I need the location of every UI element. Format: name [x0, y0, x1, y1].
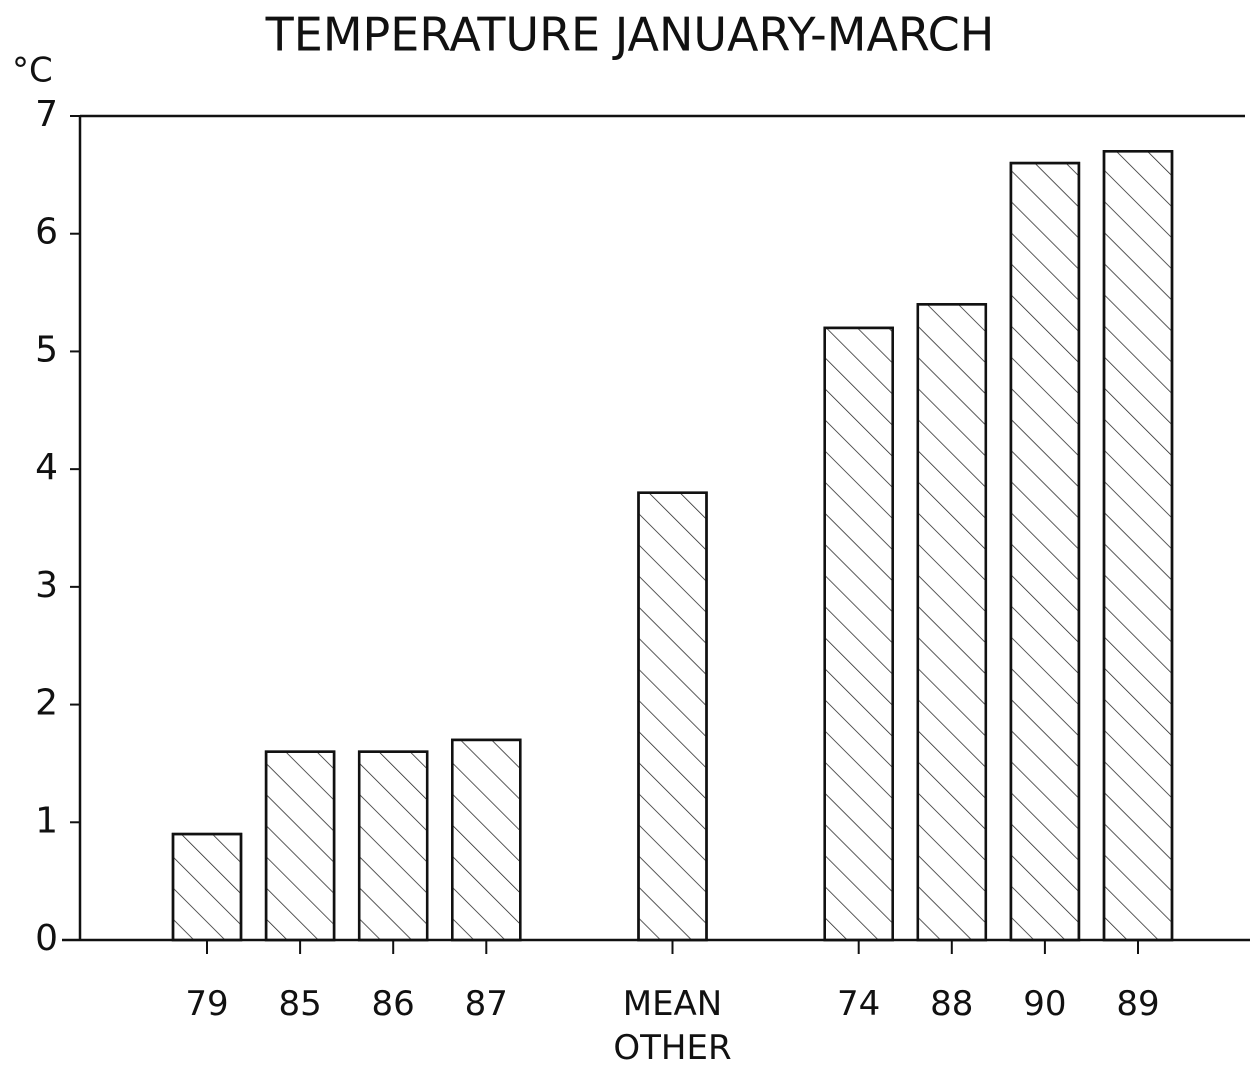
y-tick-label: 1 — [35, 800, 58, 841]
y-tick-label: 2 — [35, 683, 58, 724]
x-tick-label: 74 — [837, 984, 881, 1024]
y-tick-label: 5 — [35, 329, 58, 370]
bar-hatch — [1102, 150, 1174, 942]
bar-hatch — [1009, 161, 1081, 942]
x-tick-label: 79 — [185, 984, 229, 1024]
y-axis-label: °C — [12, 51, 53, 91]
x-tick-label: 85 — [278, 984, 322, 1024]
bar-hatch — [916, 303, 988, 942]
bar-hatch — [823, 326, 894, 942]
x-tick-label: 88 — [930, 984, 974, 1024]
x-tick-label: 90 — [1023, 984, 1067, 1024]
x-tick-label: MEAN OTHER — [613, 984, 732, 1068]
y-tick-label: 0 — [35, 918, 58, 959]
y-tick-label: 7 — [35, 94, 58, 135]
bar-hatch — [171, 832, 243, 942]
x-tick-label: 87 — [464, 984, 508, 1024]
bar-hatch — [357, 750, 429, 942]
bar-hatch — [264, 750, 336, 942]
y-tick-label: 6 — [35, 212, 58, 253]
y-tick-label: 4 — [35, 447, 58, 488]
x-tick-label: 86 — [371, 984, 415, 1024]
bar-hatch — [637, 491, 708, 942]
bar-hatch — [451, 738, 522, 942]
y-tick-label: 3 — [35, 565, 58, 606]
x-tick-label: 89 — [1116, 984, 1160, 1024]
chart-title: TEMPERATURE JANUARY-MARCH — [265, 8, 995, 62]
